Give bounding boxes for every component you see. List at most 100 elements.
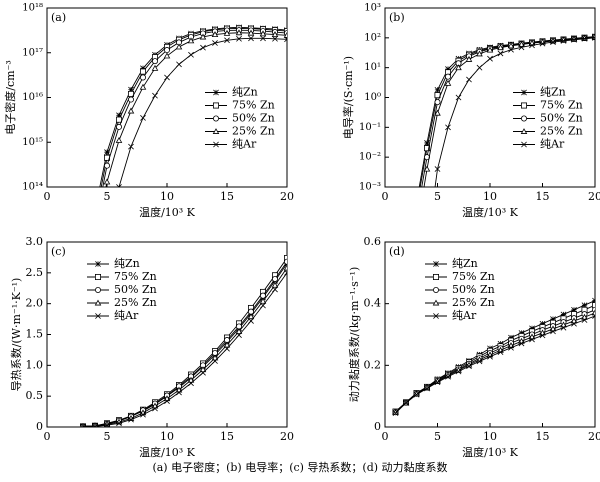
marker bbox=[140, 115, 146, 121]
marker bbox=[284, 36, 287, 43]
marker bbox=[403, 400, 409, 406]
marker bbox=[414, 205, 419, 210]
x-tick-label: 0 bbox=[44, 190, 51, 203]
marker bbox=[444, 73, 451, 80]
marker bbox=[80, 423, 86, 427]
marker bbox=[259, 30, 267, 37]
y-tick-label: 10⁻¹ bbox=[359, 122, 381, 133]
marker bbox=[521, 115, 528, 122]
marker bbox=[271, 281, 279, 288]
marker bbox=[433, 313, 439, 319]
marker bbox=[115, 136, 123, 143]
marker bbox=[497, 44, 504, 51]
legend-label: 25% Zn bbox=[232, 125, 275, 138]
marker bbox=[272, 286, 278, 293]
marker bbox=[444, 79, 452, 86]
plot-area bbox=[414, 33, 595, 219]
marker bbox=[539, 332, 546, 339]
panel-label: (a) bbox=[51, 11, 66, 24]
marker bbox=[140, 411, 146, 418]
series-line bbox=[434, 37, 595, 187]
x-tick-label: 20 bbox=[280, 430, 294, 443]
x-tick-label: 10 bbox=[160, 430, 174, 443]
marker bbox=[445, 124, 451, 131]
marker bbox=[128, 86, 134, 93]
legend-label: 50% Zn bbox=[452, 283, 495, 296]
marker bbox=[414, 214, 419, 219]
x-axis-label: 温度/10³ K bbox=[462, 205, 519, 219]
y-tick-label: 0.2 bbox=[364, 358, 382, 371]
marker bbox=[581, 317, 588, 323]
marker bbox=[164, 74, 170, 81]
marker bbox=[455, 94, 462, 101]
marker bbox=[151, 64, 159, 71]
marker bbox=[199, 366, 207, 373]
marker bbox=[259, 292, 266, 299]
marker bbox=[151, 58, 158, 65]
y-tick-label: 0.6 bbox=[364, 235, 382, 248]
marker bbox=[176, 61, 182, 68]
y-axis-label: 电子密度/cm⁻³ bbox=[3, 60, 17, 135]
y-axis-label: 动力黏度系数/(kg·m⁻¹·s⁻¹) bbox=[347, 267, 361, 403]
marker bbox=[140, 65, 146, 72]
legend-label: 75% Zn bbox=[540, 99, 583, 112]
marker bbox=[272, 35, 278, 42]
y-tick-label: 10⁰ bbox=[364, 92, 381, 103]
y-tick-label: 0 bbox=[374, 420, 381, 433]
marker bbox=[283, 31, 287, 38]
marker bbox=[213, 89, 219, 96]
marker bbox=[94, 299, 102, 306]
marker bbox=[213, 141, 219, 148]
marker bbox=[476, 64, 483, 71]
marker bbox=[211, 354, 219, 361]
legend-label: 纯Ar bbox=[232, 138, 257, 151]
x-tick-label: 5 bbox=[104, 430, 111, 443]
marker bbox=[434, 87, 441, 93]
marker bbox=[520, 128, 528, 134]
marker bbox=[560, 324, 567, 331]
marker bbox=[235, 327, 243, 334]
marker bbox=[433, 261, 439, 267]
x-tick-label: 0 bbox=[382, 430, 389, 443]
marker bbox=[260, 35, 266, 42]
marker bbox=[434, 99, 441, 106]
marker bbox=[592, 302, 595, 309]
y-tick-label: 2.0 bbox=[26, 297, 44, 310]
y-tick-label: 10¹⁷ bbox=[22, 47, 43, 58]
marker bbox=[271, 275, 278, 282]
marker bbox=[434, 379, 441, 386]
legend-label: 50% Zn bbox=[232, 112, 275, 125]
panel-label: (b) bbox=[389, 11, 405, 24]
plot-area bbox=[92, 24, 287, 229]
marker bbox=[188, 51, 194, 58]
x-tick-label: 5 bbox=[434, 190, 441, 203]
caption: (a) 电子密度；(b) 电导率；(c) 导热系数；(d) 动力黏度系数 bbox=[152, 460, 447, 474]
marker bbox=[521, 102, 528, 109]
marker bbox=[445, 373, 451, 380]
legend-label: 纯Zn bbox=[114, 257, 140, 270]
y-tick-label: 1.0 bbox=[26, 358, 44, 371]
marker bbox=[224, 345, 230, 352]
y-tick-label: 10³ bbox=[364, 3, 381, 14]
marker bbox=[466, 76, 472, 83]
marker bbox=[465, 55, 473, 62]
y-tick-label: 0.5 bbox=[26, 389, 44, 402]
marker bbox=[592, 313, 595, 319]
x-tick-label: 15 bbox=[220, 190, 234, 203]
marker bbox=[116, 123, 123, 130]
marker bbox=[104, 422, 110, 427]
plot-area bbox=[80, 255, 287, 427]
marker bbox=[104, 162, 111, 169]
marker bbox=[434, 166, 441, 172]
legend-label: 75% Zn bbox=[232, 99, 275, 112]
marker bbox=[487, 353, 493, 360]
marker bbox=[127, 96, 134, 103]
marker bbox=[92, 224, 97, 229]
marker bbox=[116, 420, 122, 427]
marker bbox=[466, 363, 472, 370]
marker bbox=[550, 316, 556, 322]
y-axis-label: 电导率/(S·cm⁻¹) bbox=[341, 56, 355, 139]
panel-label: (c) bbox=[51, 245, 66, 258]
